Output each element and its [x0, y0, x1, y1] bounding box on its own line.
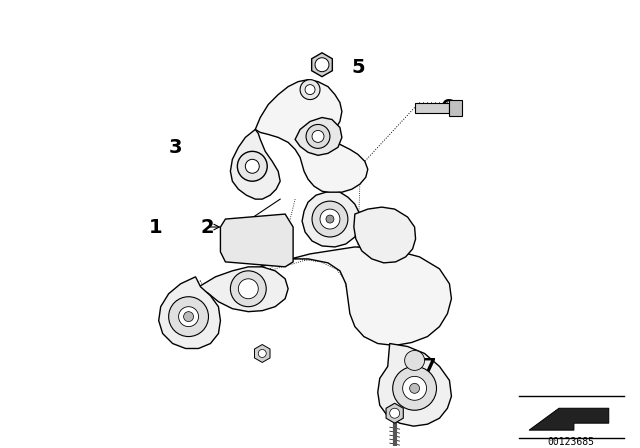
- Circle shape: [404, 350, 424, 370]
- Circle shape: [390, 408, 399, 418]
- Circle shape: [300, 80, 320, 99]
- Text: 4: 4: [169, 299, 182, 318]
- Polygon shape: [415, 103, 449, 112]
- Circle shape: [230, 271, 266, 307]
- Polygon shape: [386, 403, 403, 423]
- Circle shape: [184, 312, 193, 322]
- Circle shape: [403, 376, 426, 400]
- Circle shape: [312, 201, 348, 237]
- Polygon shape: [312, 53, 332, 77]
- Circle shape: [179, 307, 198, 327]
- Circle shape: [238, 279, 259, 299]
- Circle shape: [169, 297, 209, 336]
- Polygon shape: [255, 80, 368, 193]
- Polygon shape: [295, 117, 342, 155]
- Circle shape: [320, 209, 340, 229]
- Text: 7: 7: [423, 357, 436, 376]
- Text: 1: 1: [149, 218, 163, 237]
- Text: 6: 6: [440, 98, 454, 117]
- Polygon shape: [230, 129, 280, 199]
- Circle shape: [245, 159, 259, 173]
- Text: 00123685: 00123685: [547, 437, 595, 447]
- Circle shape: [305, 85, 315, 95]
- Text: 5: 5: [351, 58, 365, 77]
- Circle shape: [315, 58, 329, 72]
- Text: 3: 3: [169, 138, 182, 157]
- Polygon shape: [260, 247, 451, 345]
- Polygon shape: [255, 345, 270, 362]
- Polygon shape: [529, 408, 609, 430]
- Circle shape: [306, 125, 330, 148]
- Circle shape: [410, 383, 420, 393]
- Polygon shape: [220, 214, 293, 267]
- Polygon shape: [449, 99, 462, 116]
- Polygon shape: [378, 344, 451, 426]
- Polygon shape: [354, 207, 415, 263]
- Polygon shape: [196, 267, 288, 312]
- Circle shape: [259, 349, 266, 358]
- Circle shape: [393, 366, 436, 410]
- Circle shape: [312, 130, 324, 142]
- Polygon shape: [302, 192, 360, 247]
- Circle shape: [326, 215, 334, 223]
- Text: 2: 2: [201, 218, 214, 237]
- Polygon shape: [159, 277, 220, 349]
- Circle shape: [237, 151, 268, 181]
